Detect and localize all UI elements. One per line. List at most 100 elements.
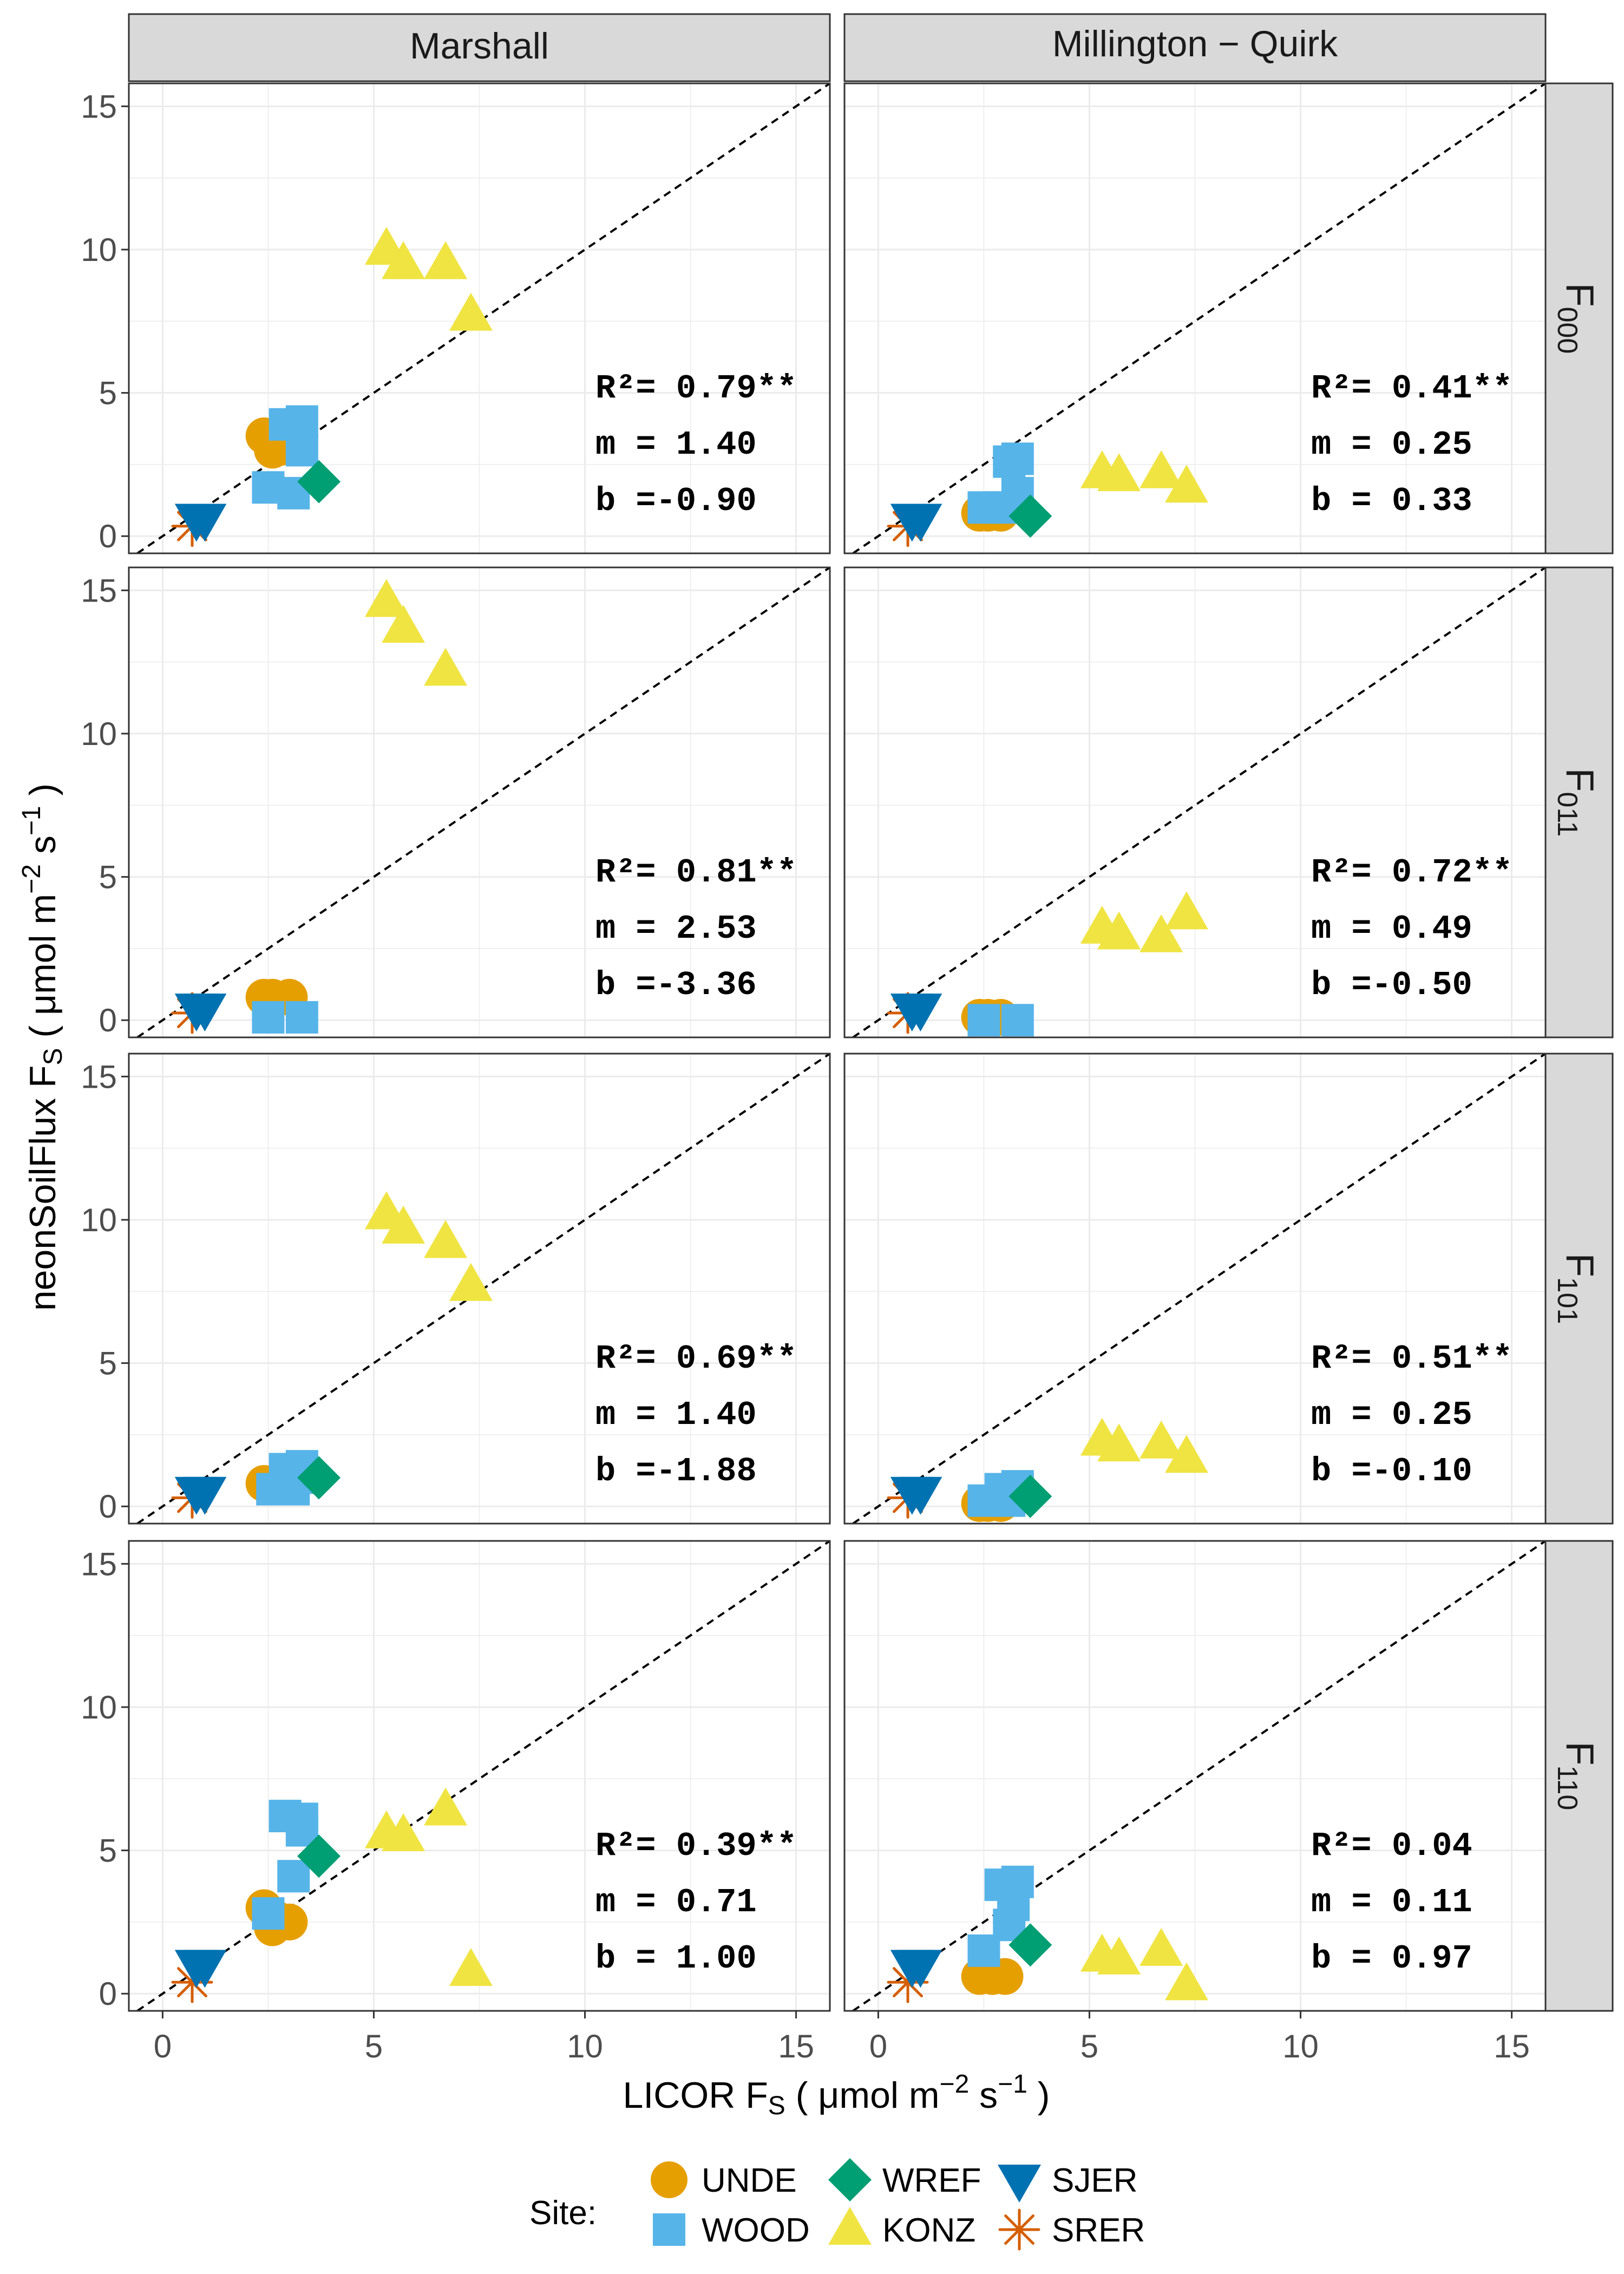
panel-r0-c0: R²= 0.79** m = 1.40 b =-0.90: [121, 82, 831, 554]
point-konz-2: [424, 648, 468, 686]
column-strip-label-1: Millington − Quirk: [1052, 23, 1338, 64]
x-tick-label-c0-15: 15: [778, 2028, 814, 2064]
point-wref-0: [1009, 1474, 1052, 1518]
x-tick-label-c0-5: 5: [365, 2028, 383, 2064]
y-tick-label-r0-15: 15: [81, 88, 117, 125]
point-konz-1: [382, 241, 425, 279]
panel-r0-c1: R²= 0.41** m = 0.25 b = 0.33: [843, 82, 1547, 554]
legend-label-wood: WOOD: [702, 2212, 810, 2249]
panel-border: [128, 82, 831, 554]
panel-points: [171, 1787, 493, 2003]
legend-key-srer: [998, 2208, 1040, 2251]
legend-item-wref: WREF: [828, 2158, 981, 2201]
panel-ticks: [877, 2011, 1513, 2018]
point-konz-3: [1164, 891, 1208, 930]
point-wood-1: [285, 1001, 318, 1034]
stat-line-0: R²= 0.39**: [595, 1827, 797, 1865]
point-sjer-1: [183, 1950, 227, 1988]
point-konz-3: [449, 1948, 493, 1986]
stat-line-2: b =-0.10: [1311, 1452, 1472, 1491]
point-sjer-1: [899, 994, 942, 1032]
point-unde-2: [986, 1958, 1024, 1995]
panel-ticks: [121, 589, 129, 1021]
panel-ticks: [121, 1563, 797, 2018]
stat-line-0: R²= 0.72**: [1311, 853, 1512, 892]
svg-text:F011: F011: [1551, 768, 1601, 837]
x-axis-title: LICOR FS ( μmol m−2 s−1 ): [623, 2070, 1050, 2120]
panel-points: [887, 1417, 1208, 1522]
point-sjer-1: [183, 504, 227, 542]
column-strip-label-0: Marshall: [410, 25, 549, 67]
svg-text:F000: F000: [1551, 283, 1601, 354]
y-tick-label-r2-0: 0: [99, 1488, 117, 1525]
point-konz-3: [449, 292, 493, 331]
point-konz-3: [1164, 1435, 1208, 1473]
point-konz-3: [1164, 1962, 1208, 2001]
x-tick-label-c0-0: 0: [154, 2028, 172, 2064]
row-strip-label-3: F: [1558, 1742, 1601, 1766]
point-konz-2: [1140, 1420, 1183, 1459]
point-wood-0: [252, 1897, 285, 1930]
point-wref-0: [297, 460, 341, 504]
x-tick-label-c0-10: 10: [567, 2028, 603, 2064]
legend-label-sjer: SJER: [1052, 2162, 1137, 2199]
point-konz-1: [1097, 1423, 1141, 1462]
stat-line-2: b =-3.36: [595, 966, 757, 1004]
stat-line-1: m = 0.71: [595, 1883, 757, 1922]
x-tick-labels: 0 5 10 15 0 5 10 15: [154, 2028, 1530, 2064]
x-tick-label-c1-15: 15: [1494, 2028, 1530, 2064]
row-strip-label-0: F: [1558, 283, 1601, 307]
point-wood-2: [277, 1860, 310, 1893]
point-konz-2: [1140, 1927, 1183, 1966]
y-axis-title: neonSoilFlux FS ( μmol m−2 s−1 ): [17, 783, 68, 1311]
panel-border: [128, 1053, 831, 1525]
point-konz-1: [382, 605, 425, 643]
legend-item-konz: KONZ: [828, 2207, 975, 2249]
one-to-one-line: [852, 83, 1546, 553]
x-tick-label-c1-0: 0: [869, 2028, 887, 2064]
panel-ticks: [121, 1075, 129, 1507]
legend-item-wood: WOOD: [653, 2212, 810, 2249]
point-wood-4: [285, 434, 318, 467]
svg-text:F101: F101: [1551, 1253, 1601, 1324]
legend-key-konz: [828, 2207, 872, 2245]
legend-key-wood: [653, 2213, 685, 2246]
panel-border: [843, 1053, 1547, 1525]
panel-points: [887, 442, 1208, 547]
panel-grid: [844, 1054, 1546, 1524]
panel-border: [128, 1540, 831, 2012]
y-tick-label-r2-5: 5: [99, 1345, 117, 1382]
column-strip-1: Millington − Quirk: [843, 13, 1547, 82]
x-tick-label-c1-5: 5: [1081, 2028, 1098, 2064]
y-tick-label-r1-15: 15: [81, 572, 117, 609]
panel-border: [843, 82, 1547, 554]
row-strip-sub-0: 000: [1551, 307, 1583, 354]
point-konz-2: [1140, 914, 1183, 952]
stat-line-1: m = 1.40: [595, 1396, 757, 1434]
panel-grid: [129, 83, 830, 553]
legend-title: Site:: [529, 2194, 597, 2232]
point-wood-0: [252, 1001, 285, 1034]
point-konz-1: [1097, 1936, 1141, 1975]
y-tick-label-r0-10: 10: [81, 232, 117, 268]
y-tick-label-r3-10: 10: [81, 1689, 117, 1726]
stat-line-1: m = 2.53: [595, 910, 757, 948]
point-konz-3: [449, 1263, 493, 1301]
panel-r2-c1: R²= 0.51** m = 0.25 b =-0.10: [843, 1053, 1547, 1525]
row-strip-3: F110: [1544, 1540, 1614, 2012]
stat-line-0: R²= 0.41**: [1311, 369, 1512, 408]
point-konz-2: [424, 241, 468, 279]
stat-line-2: b = 1.00: [595, 1939, 757, 1978]
stat-line-0: R²= 0.79**: [595, 369, 797, 408]
one-to-one-line: [136, 1541, 830, 2011]
panel-points: [171, 1191, 493, 1519]
point-wref-0: [297, 1456, 341, 1500]
legend-key-sjer: [998, 2165, 1041, 2203]
y-tick-label-r1-0: 0: [99, 1002, 117, 1038]
stat-line-2: b =-1.88: [595, 1452, 757, 1491]
panel-r2-c0: R²= 0.69** m = 1.40 b =-1.88: [121, 1053, 831, 1525]
panel-r3-c0: R²= 0.39** m = 0.71 b = 1.00: [121, 1540, 831, 2018]
point-wood-0: [967, 1004, 1000, 1037]
stat-line-0: R²= 0.81**: [595, 853, 797, 892]
